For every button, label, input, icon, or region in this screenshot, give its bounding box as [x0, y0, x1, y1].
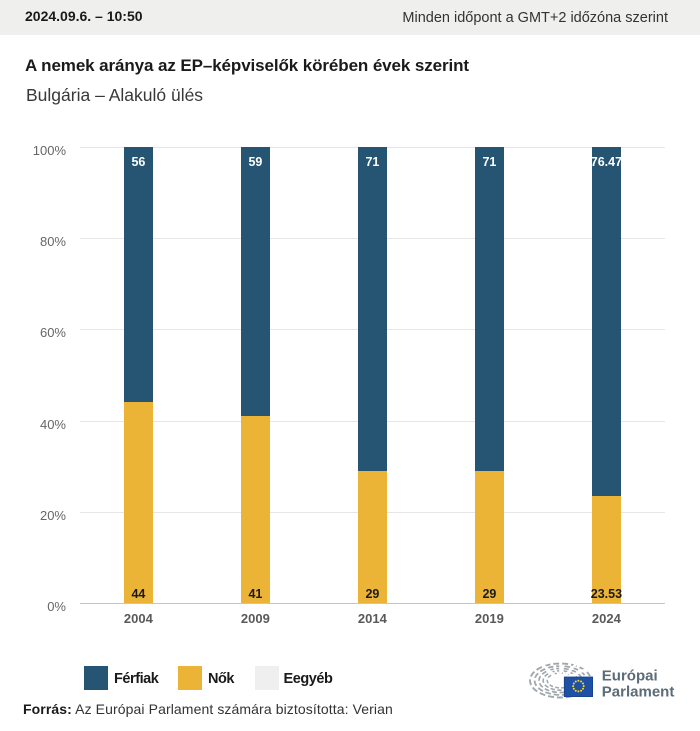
- svg-text:Európai: Európai: [602, 667, 658, 684]
- svg-text:Parlament: Parlament: [602, 684, 675, 701]
